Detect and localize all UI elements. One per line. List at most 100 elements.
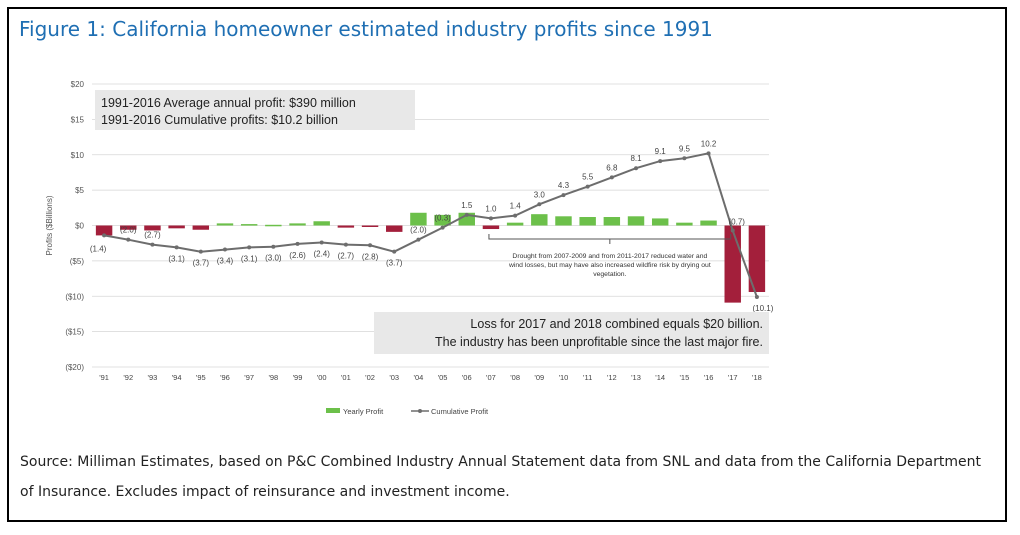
yearly-profit-bar xyxy=(265,224,282,227)
yearly-profit-bar xyxy=(168,225,185,229)
source-note: Source: Milliman Estimates, based on P&C… xyxy=(20,454,981,500)
cumulative-data-label: 1.0 xyxy=(485,204,497,213)
cumulative-profit-point xyxy=(682,156,687,161)
cumulative-profit-point xyxy=(706,151,711,156)
x-tick-label: '92 xyxy=(123,373,133,382)
cumulative-data-label: (2.6) xyxy=(289,251,306,260)
cumulative-data-label: (3.1) xyxy=(241,254,258,263)
cumulative-data-label: 9.5 xyxy=(679,144,691,153)
y-axis-label: Profits ($Billions) xyxy=(45,195,54,255)
cumulative-profit-point xyxy=(754,294,759,299)
x-tick-label: '11 xyxy=(583,373,592,382)
x-tick-label: '17 xyxy=(728,373,738,382)
y-tick-label: $5 xyxy=(75,186,84,195)
cumulative-data-label: (2.0) xyxy=(410,226,427,235)
cumulative-data-label: (2.7) xyxy=(144,231,161,240)
cumulative-profit-point xyxy=(222,247,227,252)
drought-note: wind losses, but may have also increased… xyxy=(508,262,711,269)
x-tick-label: '03 xyxy=(389,373,399,382)
x-tick-label: '10 xyxy=(559,373,569,382)
x-tick-label: '18 xyxy=(752,373,762,382)
cumulative-data-label: (1.4) xyxy=(90,244,107,253)
cumulative-profit-point xyxy=(730,228,735,233)
yearly-profit-bar xyxy=(482,225,500,230)
cumulative-profit-point xyxy=(343,242,348,247)
yearly-profit-bar xyxy=(216,223,234,226)
y-tick-label: ($10) xyxy=(65,292,84,301)
figure-title: Figure 1: California homeowner estimated… xyxy=(19,17,713,41)
cumulative-data-label: 9.1 xyxy=(655,147,667,156)
cumulative-data-label: 6.8 xyxy=(606,163,618,172)
cumulative-profit-point xyxy=(609,175,614,180)
yearly-profit-bar xyxy=(434,214,451,226)
x-tick-label: '95 xyxy=(196,373,206,382)
x-tick-label: '02 xyxy=(365,373,375,382)
legend-label-yearly: Yearly Profit xyxy=(343,407,384,416)
figure-frame: Figure 1: California homeowner estimated… xyxy=(7,7,1007,522)
cumulative-profit-point xyxy=(174,245,179,250)
x-tick-label: '13 xyxy=(631,373,641,382)
legend-swatch-yearly xyxy=(326,408,340,413)
average-profit-note: 1991-2016 Average annual profit: $390 mi… xyxy=(101,96,356,110)
yearly-profit-bar xyxy=(337,225,355,228)
cumulative-data-label: 4.3 xyxy=(558,181,570,190)
x-tick-label: '01 xyxy=(341,373,351,382)
cumulative-profit-point xyxy=(102,233,107,238)
cumulative-data-label: (3.4) xyxy=(217,257,234,266)
drought-note: Drought from 2007-2009 and from 2011-201… xyxy=(512,253,707,260)
cumulative-profit-point xyxy=(416,237,421,242)
x-tick-label: '04 xyxy=(414,373,424,382)
x-tick-label: '93 xyxy=(148,373,158,382)
cumulative-data-label: (3.1) xyxy=(168,254,185,263)
cumulative-data-label: (2.4) xyxy=(313,249,330,258)
x-tick-label: '96 xyxy=(220,373,230,382)
x-tick-label: '14 xyxy=(655,373,665,382)
cumulative-data-label: 5.5 xyxy=(582,173,594,182)
yearly-profit-bar xyxy=(95,225,113,236)
cumulative-data-label: 8.1 xyxy=(630,154,642,163)
x-tick-label: '12 xyxy=(607,373,617,382)
chart-area: $20 $15 $10 $5 $0 ($5) ($10) ($15) ($20) Profits … xyxy=(19,57,1004,437)
y-tick-label: $20 xyxy=(71,80,85,89)
y-tick-label: ($20) xyxy=(65,363,84,372)
cumulative-profit-note: 1991-2016 Cumulative profits: $10.2 bill… xyxy=(101,113,338,127)
x-tick-label: '09 xyxy=(534,373,544,382)
x-tick-label: '98 xyxy=(268,373,278,382)
drought-note: vegetation. xyxy=(593,271,626,278)
y-tick-label: $15 xyxy=(71,115,85,124)
x-tick-label: '97 xyxy=(244,373,254,382)
cumulative-profit-point xyxy=(295,241,300,246)
yearly-profit-bar xyxy=(651,218,669,226)
yearly-profit-bar xyxy=(410,212,427,226)
cumulative-data-label: 3.0 xyxy=(534,190,546,199)
cumulative-profit-point xyxy=(658,159,663,164)
legend-marker-cumulative xyxy=(418,409,422,413)
cumulative-profit-point xyxy=(319,240,324,245)
yearly-profit-bar xyxy=(144,225,161,231)
cumulative-profit-point xyxy=(634,166,639,171)
yearly-profit-bar xyxy=(579,217,596,226)
y-tick-label: $10 xyxy=(71,151,85,160)
cumulative-data-label: (3.7) xyxy=(193,259,210,268)
yearly-profit-bar xyxy=(676,222,693,226)
x-tick-label: '08 xyxy=(510,373,520,382)
cumulative-data-label: (2.7) xyxy=(338,252,355,261)
cumulative-profit-point xyxy=(150,242,155,247)
y-tick-label: ($5) xyxy=(70,257,85,266)
cumulative-data-label: (2.0) xyxy=(120,226,137,235)
cumulative-profit-point xyxy=(537,202,542,207)
profit-chart: $20 $15 $10 $5 $0 ($5) ($10) ($15) ($20) Profits … xyxy=(45,80,774,416)
yearly-profit-bar xyxy=(313,221,330,226)
x-tick-label: '91 xyxy=(99,373,109,382)
cumulative-profit-point xyxy=(126,237,131,242)
drought-bracket xyxy=(488,234,732,240)
x-tick-label: '07 xyxy=(486,373,496,382)
cumulative-data-label: 10.2 xyxy=(701,139,717,148)
yearly-profit-bar xyxy=(531,214,548,226)
cumulative-profit-point xyxy=(440,225,445,230)
cumulative-data-label: (0.7) xyxy=(729,217,746,226)
x-tick-label: '16 xyxy=(704,373,714,382)
cumulative-profit-point xyxy=(368,243,373,248)
cumulative-data-label: (10.1) xyxy=(752,304,773,313)
yearly-profit-bar xyxy=(240,224,258,226)
